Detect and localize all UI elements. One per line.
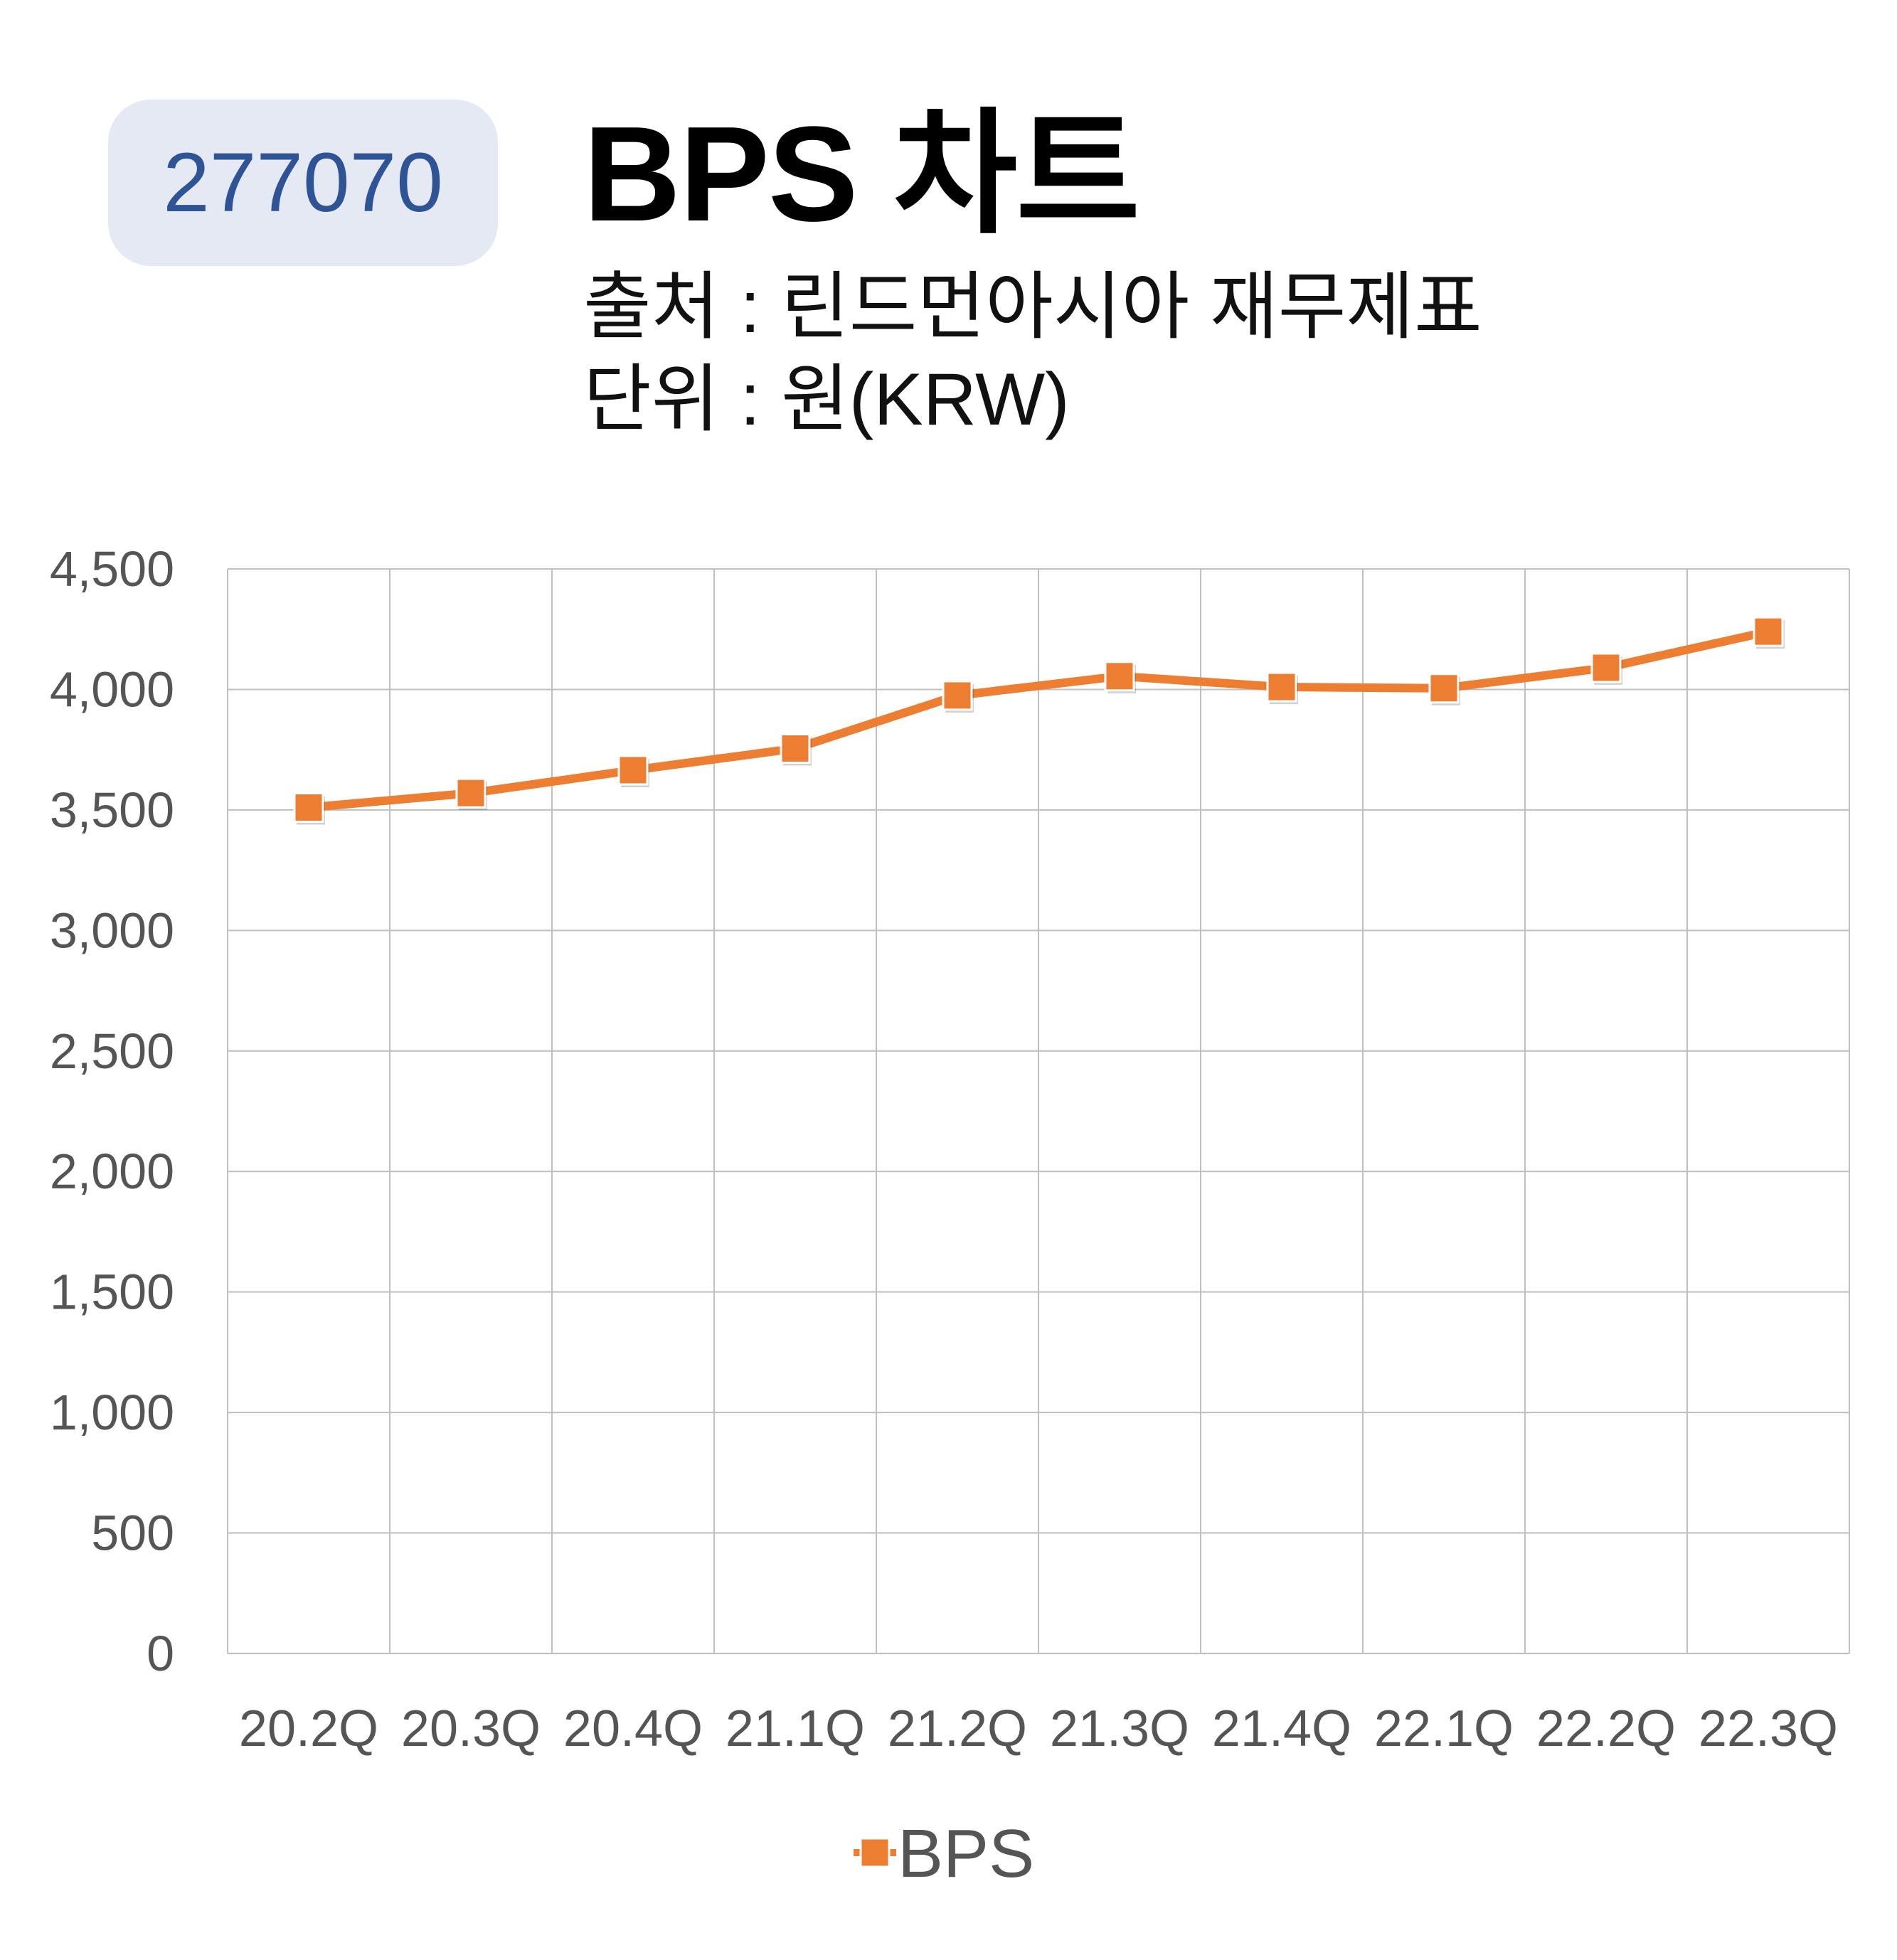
x-tick-label: 21.2Q — [888, 1700, 1027, 1757]
y-tick-label: 4,000 — [50, 661, 174, 717]
chart-title: BPS 차트 — [583, 99, 1140, 250]
unit-note: 단위 : 원(KRW) — [583, 358, 1070, 441]
series-bps — [293, 616, 1785, 825]
data-point — [1266, 671, 1297, 703]
x-tick-label: 21.3Q — [1050, 1700, 1189, 1757]
series-line — [304, 627, 1773, 812]
data-point — [1590, 652, 1622, 683]
grid — [227, 568, 1850, 1654]
data-point — [293, 792, 324, 823]
x-tick-label: 22.2Q — [1536, 1700, 1676, 1757]
x-tick-label: 20.4Q — [563, 1700, 703, 1757]
legend-marker — [859, 1837, 891, 1868]
x-tick-label: 20.2Q — [239, 1700, 378, 1757]
y-tick-label: 2,000 — [50, 1144, 174, 1199]
y-tick-label: 3,500 — [50, 782, 174, 838]
source-note: 출처 : 린드먼아시아 재무제표 — [583, 266, 1482, 348]
x-tick-label: 21.4Q — [1212, 1700, 1351, 1757]
stock-code: 277070 — [163, 136, 443, 230]
y-tick-label: 4,500 — [50, 541, 174, 597]
y-tick-label: 3,000 — [50, 902, 174, 958]
stock-code-badge: 277070 — [108, 100, 498, 266]
legend-label: BPS — [898, 1816, 1034, 1892]
x-tick-label: 22.3Q — [1699, 1700, 1838, 1757]
y-tick-label: 1,000 — [50, 1385, 174, 1440]
legend: BPS — [854, 1816, 1034, 1892]
x-tick-label: 21.1Q — [726, 1700, 865, 1757]
y-tick-label: 2,500 — [50, 1023, 174, 1079]
x-tick-label: 20.3Q — [401, 1700, 541, 1757]
data-point — [942, 680, 973, 711]
y-tick-label: 1,500 — [50, 1264, 174, 1320]
data-point — [455, 777, 487, 809]
data-point — [1104, 661, 1135, 692]
data-point — [1753, 616, 1784, 647]
x-axis-ticks: 20.2Q 20.3Q 20.4Q 21.1Q 21.2Q 21.3Q 21.4Q 22.1Q… — [239, 1700, 1838, 1757]
data-point — [780, 733, 811, 764]
data-point — [617, 755, 649, 786]
y-tick-label: 0 — [147, 1626, 174, 1681]
y-axis-ticks: 0 500 1,000 1,500 2,000 2,500 3,000 3,500 4,000 4… — [50, 541, 174, 1681]
y-tick-label: 500 — [91, 1506, 174, 1561]
x-tick-label: 22.1Q — [1374, 1700, 1514, 1757]
data-point — [1428, 673, 1460, 704]
